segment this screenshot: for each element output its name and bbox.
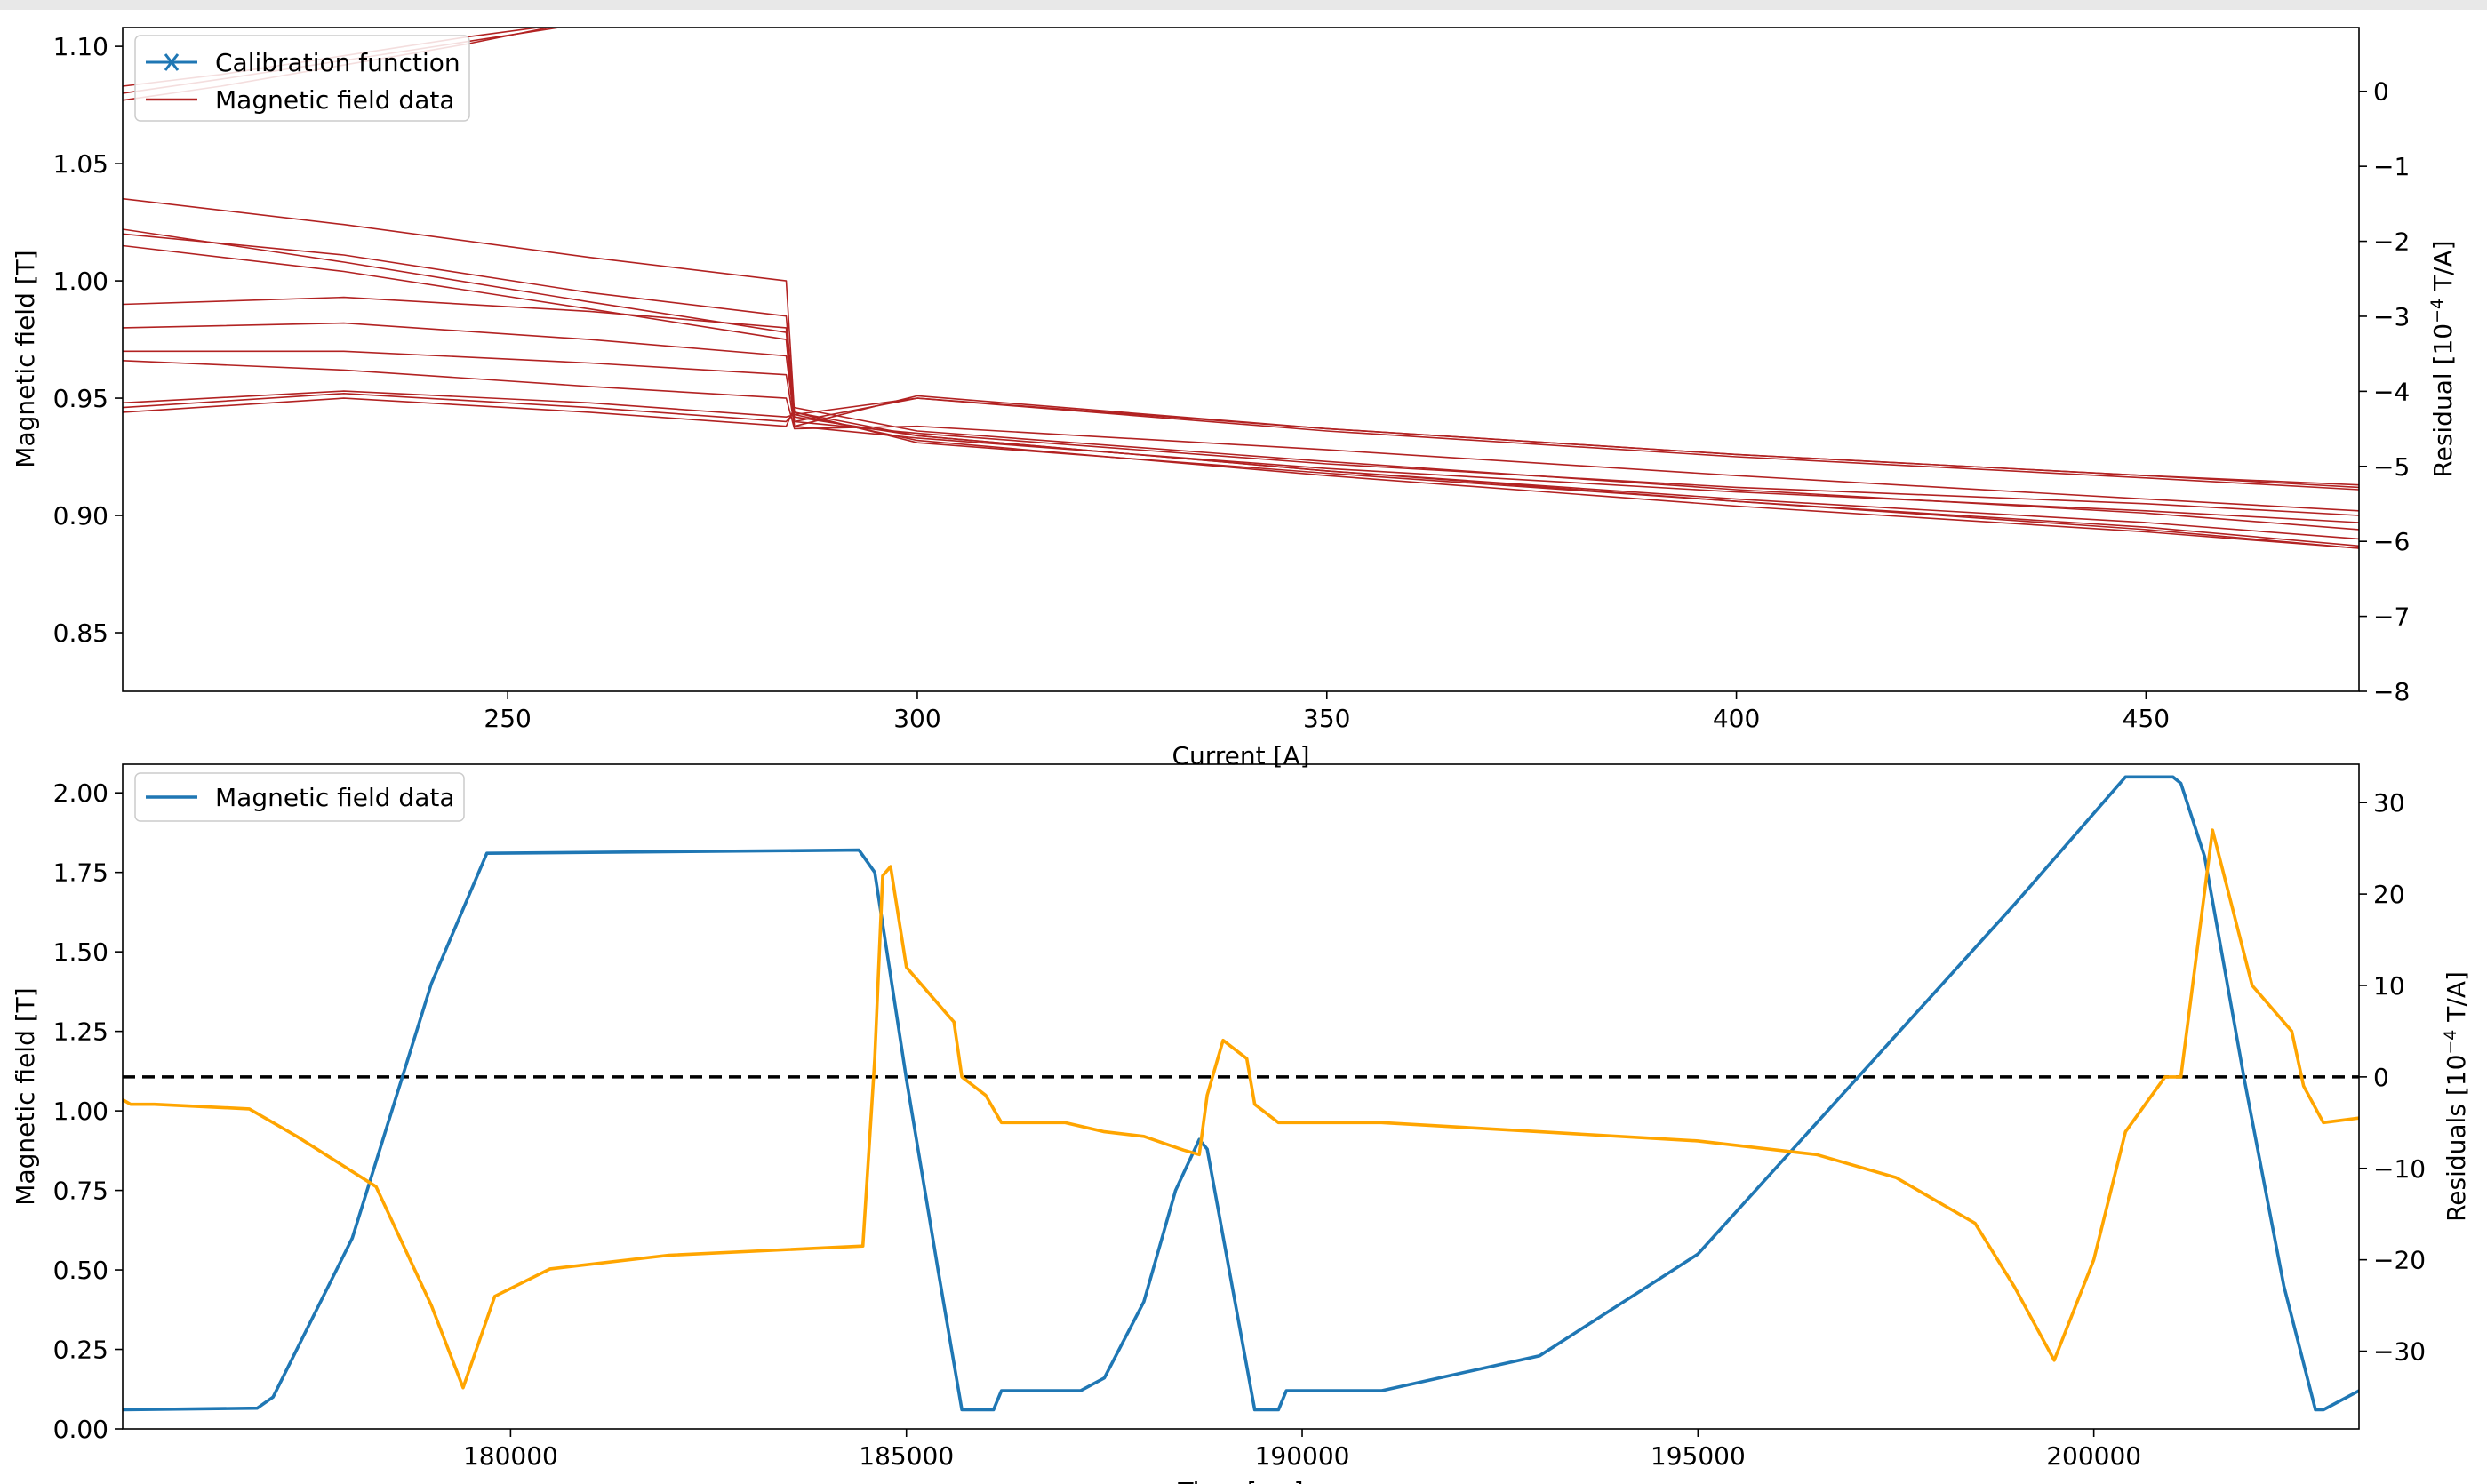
top-series-line-11 bbox=[123, 359, 2359, 512]
x-marker-icon bbox=[164, 53, 180, 71]
top-x-tick-label: 250 bbox=[484, 704, 531, 733]
legend-label-magnetic: Magnetic field data bbox=[215, 85, 455, 115]
legend-entry-calibration-function: Calibration function bbox=[146, 48, 460, 77]
bottom-y-tick-label: 0.25 bbox=[53, 1336, 108, 1365]
top-x-axis-label: Current [A] bbox=[1172, 741, 1309, 770]
bottom-legend-box bbox=[134, 772, 465, 822]
top-series-line-14 bbox=[123, 390, 2359, 549]
top-x-tick-label: 300 bbox=[893, 704, 940, 733]
top-x-tick-label: 450 bbox=[2123, 704, 2170, 733]
bottom-x-tick-label: 200000 bbox=[2046, 1441, 2141, 1471]
top-y-tick-label: 0.90 bbox=[53, 501, 108, 531]
top-y-tick-label: 1.05 bbox=[53, 149, 108, 179]
top-series-line-13 bbox=[123, 397, 2359, 531]
legend-label-calibration: Calibration function bbox=[215, 48, 460, 77]
bottom-y2-axis: 30 20 10 0 −10 −20 −30 bbox=[2359, 788, 2426, 1367]
top-y2-axis: 0 −1 −2 −3 −4 −5 −6 −7 −8 bbox=[2359, 77, 2410, 706]
top-x-axis: 250 300 350 400 450 bbox=[484, 691, 2170, 733]
bottom-y2-tick-label: 0 bbox=[2373, 1063, 2389, 1092]
top-y2-tick-label: −5 bbox=[2373, 452, 2410, 482]
top-series-line-9 bbox=[123, 322, 2359, 516]
top-y2-tick-label: −3 bbox=[2373, 302, 2410, 331]
top-y2-tick-label: −8 bbox=[2373, 677, 2410, 706]
bottom-y-tick-label: 0.00 bbox=[53, 1415, 108, 1444]
top-y2-tick-label: −7 bbox=[2373, 602, 2410, 632]
bottom-x-tick-label: 190000 bbox=[1255, 1441, 1350, 1471]
bottom-y2-axis-label: Residuals [10−4 T/A] bbox=[2441, 971, 2471, 1222]
bottom-y-tick-label: 2.00 bbox=[53, 778, 108, 808]
bottom-series-line-2 bbox=[123, 828, 2359, 1390]
bottom-x-axis: 180000 185000 190000 195000 200000 bbox=[463, 1429, 2141, 1471]
bottom-series-group bbox=[123, 775, 2359, 1412]
bottom-y-axis: 0.00 0.25 0.50 0.75 1.00 1.25 1.50 1.75 2.00 bbox=[53, 778, 123, 1444]
top-y-tick-label: 1.10 bbox=[53, 32, 108, 61]
top-plot-frame bbox=[122, 27, 2360, 692]
top-series-line-5 bbox=[123, 228, 2359, 491]
bottom-y2-tick-label: 20 bbox=[2373, 880, 2405, 909]
top-series-line-8 bbox=[123, 296, 2359, 540]
bottom-y-tick-label: 1.75 bbox=[53, 858, 108, 888]
bottom-x-tick-label: 180000 bbox=[463, 1441, 558, 1471]
top-legend: Calibration function Magnetic field data bbox=[134, 35, 470, 122]
top-y2-axis-label: Residual [10−4 T/A] bbox=[2427, 240, 2458, 477]
bottom-y-tick-label: 0.75 bbox=[53, 1177, 108, 1206]
top-chart: 0.85 0.90 0.95 1.00 1.05 1.10 250 300 350 400 450… bbox=[11, 27, 2458, 770]
bottom-x-tick-label: 185000 bbox=[859, 1441, 954, 1471]
top-y2-tick-label: −1 bbox=[2373, 152, 2410, 181]
top-legend-box bbox=[134, 35, 470, 122]
bottom-y2-tick-label: −20 bbox=[2373, 1246, 2426, 1275]
top-y2-tick-label: 0 bbox=[2373, 77, 2389, 107]
top-y-axis: 0.85 0.90 0.95 1.00 1.05 1.10 bbox=[53, 32, 123, 648]
top-y2-tick-label: −6 bbox=[2373, 527, 2410, 556]
bottom-y2-tick-label: −10 bbox=[2373, 1154, 2426, 1184]
legend-entry-magnetic-field: Magnetic field data bbox=[146, 85, 455, 115]
top-x-tick-label: 350 bbox=[1303, 704, 1350, 733]
bottom-y2-tick-label: 10 bbox=[2373, 971, 2405, 1001]
top-series-line-4 bbox=[123, 233, 2359, 489]
bottom-plot-frame bbox=[122, 763, 2360, 1430]
window-top-strip bbox=[0, 0, 2487, 10]
top-y-tick-label: 0.85 bbox=[53, 618, 108, 648]
bottom-y-tick-label: 0.50 bbox=[53, 1256, 108, 1285]
top-y-axis-label: Magnetic field [T] bbox=[11, 250, 40, 467]
bottom-series-line-1 bbox=[123, 775, 2359, 1412]
top-series-group bbox=[123, 28, 2359, 549]
bottom-y-tick-label: 1.00 bbox=[53, 1097, 108, 1126]
bottom-y-tick-label: 1.50 bbox=[53, 937, 108, 967]
top-series-line-12 bbox=[123, 392, 2359, 547]
top-y-tick-label: 0.95 bbox=[53, 384, 108, 413]
top-y-tick-label: 1.00 bbox=[53, 267, 108, 296]
top-y2-tick-label: −4 bbox=[2373, 377, 2410, 406]
top-series-line-6 bbox=[123, 244, 2359, 486]
top-y2-tick-label: −2 bbox=[2373, 227, 2410, 257]
top-x-tick-label: 400 bbox=[1713, 704, 1760, 733]
bottom-legend: Magnetic field data bbox=[134, 772, 465, 822]
top-series-line-7 bbox=[123, 197, 2359, 549]
bottom-y2-tick-label: −30 bbox=[2373, 1337, 2426, 1367]
bottom-y-axis-label: Magnetic field [T] bbox=[11, 987, 40, 1205]
bottom-chart: 0.00 0.25 0.50 0.75 1.00 1.25 1.50 1.75 2.00 180… bbox=[11, 763, 2471, 1484]
bottom-y-tick-label: 1.25 bbox=[53, 1017, 108, 1047]
bottom-x-tick-label: 195000 bbox=[1651, 1441, 1746, 1471]
bottom-x-axis-label: Time [ms] bbox=[1177, 1477, 1303, 1484]
bottom-y2-tick-label: 30 bbox=[2373, 788, 2405, 818]
legend-label-field: Magnetic field data bbox=[215, 783, 455, 812]
